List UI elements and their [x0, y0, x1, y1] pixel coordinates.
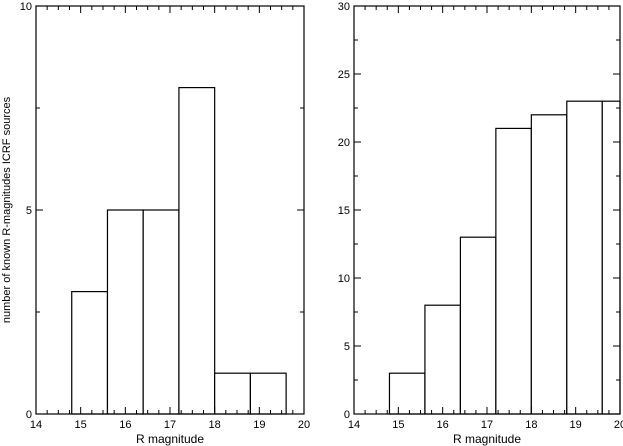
bar: [214, 372, 252, 415]
x-tick-label: 20: [298, 419, 310, 431]
bar: [71, 291, 109, 415]
x-tick-label: 16: [119, 419, 131, 431]
bar: [388, 372, 426, 415]
y-tick-label: 5: [344, 341, 350, 353]
bar: [566, 100, 603, 415]
y-tick-label: 30: [338, 1, 350, 13]
x-axis-label: R magnitude: [136, 432, 204, 446]
y-tick-label: 15: [338, 205, 350, 217]
x-tick-label: 16: [437, 419, 449, 431]
x-tick-label: 17: [164, 419, 176, 431]
x-tick-label: 20: [614, 419, 623, 431]
x-tick-label: 19: [253, 419, 265, 431]
x-tick-label: 17: [481, 419, 493, 431]
x-axis-label: R magnitude: [453, 432, 521, 446]
y-tick-label: 10: [20, 1, 32, 13]
bar: [142, 209, 180, 415]
y-tick-label: 20: [338, 137, 350, 149]
x-tick-label: 15: [75, 419, 87, 431]
x-tick-label: 19: [570, 419, 582, 431]
x-tick-label: 18: [209, 419, 221, 431]
x-tick-label: 14: [30, 419, 42, 431]
bar: [249, 372, 287, 415]
y-tick-label: 0: [26, 409, 32, 421]
y-tick-label: 10: [338, 273, 350, 285]
y-tick-label: 25: [338, 69, 350, 81]
y-axis-label: number of known R-magnitudes ICRF source…: [1, 96, 13, 323]
bar: [530, 114, 568, 415]
y-tick-label: 5: [26, 205, 32, 217]
x-tick-label: 18: [525, 419, 537, 431]
bar: [106, 209, 144, 415]
bar: [495, 127, 532, 415]
bar: [459, 236, 497, 415]
x-tick-label: 15: [392, 419, 404, 431]
y-tick-label: 0: [344, 409, 350, 421]
bar: [424, 304, 461, 415]
bar: [178, 86, 216, 415]
chart-2: 14 15 16 17 18 19 20 0 5 10 15 20 25 30 R magnitude: [338, 1, 623, 446]
x-tick-label: 14: [348, 419, 360, 431]
chart-1: 14 15 16 17 18 19 20 0 5 10 R magnitude number of k…: [1, 1, 310, 446]
bar: [601, 100, 621, 415]
